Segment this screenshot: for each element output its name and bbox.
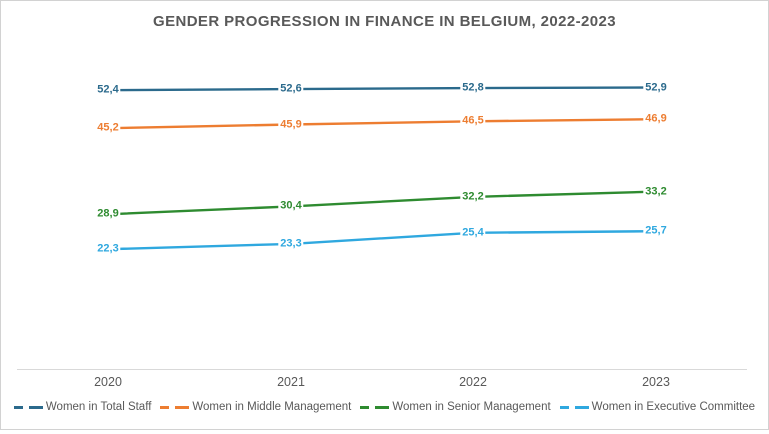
data-label: 45,2 [95, 121, 121, 135]
legend-label: Women in Senior Management [392, 401, 551, 413]
chart-title: GENDER PROGRESSION IN FINANCE IN BELGIUM… [153, 13, 616, 30]
data-label: 52,9 [643, 81, 669, 94]
series-line-2 [106, 117, 658, 130]
data-label: 52,4 [95, 83, 121, 97]
series-line-3 [106, 190, 658, 216]
data-label: 52,6 [278, 82, 304, 96]
legend-item: Women in Middle Management [160, 401, 351, 413]
legend-label: Women in Middle Management [192, 401, 352, 413]
legend-line-marker-icon [160, 405, 170, 409]
legend-line-marker-icon [375, 405, 390, 409]
legend-item: Women in Executive Committee [559, 401, 756, 413]
data-label: 45,9 [278, 118, 304, 131]
x-tick-label: 2021 [277, 375, 305, 389]
legend-line-marker-icon [360, 405, 370, 409]
data-label: 33,2 [643, 185, 669, 199]
legend-line-marker-icon [175, 405, 190, 409]
data-label: 28,9 [95, 207, 121, 221]
data-label: 23,3 [278, 237, 304, 251]
x-tick-label: 2020 [94, 375, 122, 389]
legend-line-marker-icon [13, 405, 23, 409]
legend-line-marker-icon [559, 405, 569, 409]
x-axis-line [17, 369, 747, 370]
legend-line-marker-icon [28, 405, 43, 409]
series-line-4 [106, 229, 658, 251]
x-tick-label: 2022 [459, 375, 487, 389]
data-label: 25,4 [460, 226, 486, 240]
data-label: 30,4 [278, 199, 304, 213]
chart-legend: Women in Total Staff Women in Middle Mana… [1, 401, 768, 413]
series-line-1 [106, 86, 658, 92]
data-label: 25,7 [643, 224, 669, 238]
legend-line-marker-icon [574, 405, 589, 409]
legend-label: Women in Executive Committee [591, 401, 756, 413]
legend-item: Women in Total Staff [13, 401, 152, 413]
legend-label: Women in Total Staff [45, 401, 152, 413]
data-label: 46,9 [643, 112, 669, 126]
data-label: 22,3 [95, 242, 121, 256]
data-label: 32,2 [460, 190, 486, 204]
legend-item: Women in Senior Management [360, 401, 551, 413]
x-tick-label: 2023 [642, 375, 670, 389]
data-label: 52,8 [460, 81, 486, 95]
data-label: 46,5 [460, 114, 486, 128]
